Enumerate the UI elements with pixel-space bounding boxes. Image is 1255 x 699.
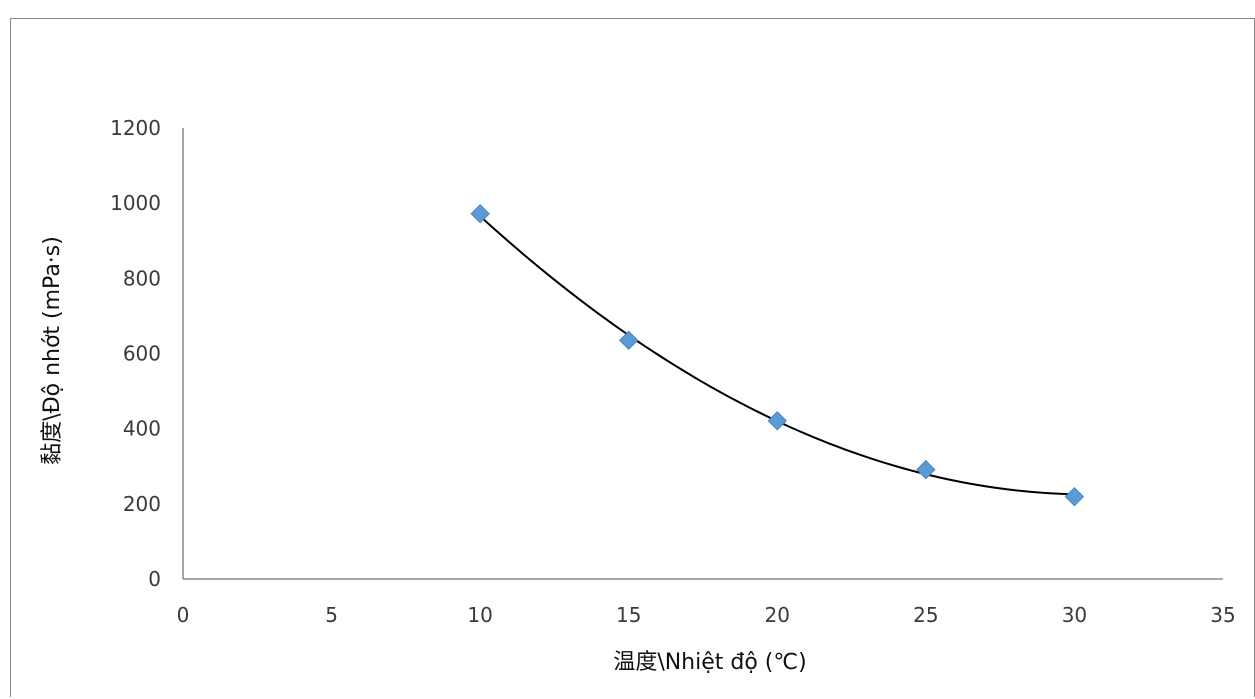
y-tick-label: 0	[148, 567, 161, 591]
y-tick-labels: 0 200 400 600 800 1000 1200	[110, 116, 161, 591]
x-tick-label: 15	[616, 603, 641, 627]
x-axis-title: 温度\Nhiệt độ (℃)	[613, 650, 806, 675]
y-tick-label: 800	[123, 266, 161, 290]
data-point	[619, 330, 639, 351]
y-tick-label: 200	[123, 492, 161, 516]
y-tick-label: 1000	[110, 191, 161, 215]
data-points	[470, 203, 1085, 507]
chart-svg: 0 5 10 15 20 25 30 35 0 200 400 600 800 1000 1200 温度\…	[40, 116, 1236, 675]
x-tick-label: 0	[177, 603, 190, 627]
y-tick-label: 600	[123, 342, 161, 366]
data-point	[1064, 486, 1085, 507]
x-tick-label: 35	[1210, 603, 1235, 627]
y-tick-label: 400	[123, 417, 161, 441]
x-tick-label: 20	[765, 603, 790, 627]
x-tick-label: 25	[913, 603, 938, 627]
x-tick-label: 30	[1062, 603, 1087, 627]
x-tick-label: 5	[325, 603, 338, 627]
chart-area: 0 5 10 15 20 25 30 35 0 200 400 600 800 1000 1200 温度\…	[10, 18, 1255, 697]
data-point	[470, 203, 490, 224]
data-point	[767, 411, 787, 431]
data-point	[916, 459, 936, 480]
y-axis-title: 黏度\Độ nhớt (mPa·s)	[40, 236, 65, 465]
y-tick-label: 1200	[110, 116, 161, 140]
trendline	[479, 215, 1075, 496]
axes	[182, 128, 1223, 580]
x-tick-labels: 0 5 10 15 20 25 30 35	[177, 603, 1236, 627]
x-tick-label: 10	[467, 603, 492, 627]
